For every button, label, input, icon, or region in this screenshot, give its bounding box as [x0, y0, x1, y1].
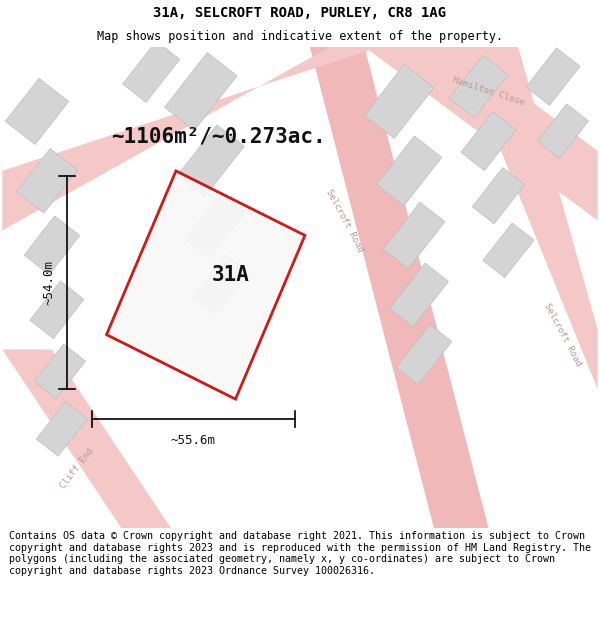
Polygon shape [526, 48, 580, 106]
Text: ~54.0m: ~54.0m [43, 260, 55, 305]
Polygon shape [389, 263, 449, 327]
Polygon shape [164, 52, 237, 131]
Polygon shape [310, 47, 488, 528]
Polygon shape [2, 47, 379, 231]
Polygon shape [177, 125, 244, 197]
Polygon shape [2, 349, 171, 528]
Polygon shape [383, 202, 445, 269]
Polygon shape [396, 324, 452, 384]
Polygon shape [5, 78, 69, 144]
Polygon shape [192, 254, 249, 316]
Polygon shape [461, 112, 516, 171]
Polygon shape [16, 149, 77, 213]
Text: Cliff End: Cliff End [58, 447, 95, 491]
Text: ~55.6m: ~55.6m [171, 434, 216, 447]
Polygon shape [365, 64, 434, 139]
Text: Selcroft Road: Selcroft Road [324, 188, 365, 254]
Polygon shape [483, 223, 534, 278]
Polygon shape [122, 41, 179, 102]
Polygon shape [36, 402, 88, 456]
Polygon shape [107, 171, 305, 399]
Polygon shape [364, 47, 598, 221]
Text: Map shows position and indicative extent of the property.: Map shows position and indicative extent… [97, 30, 503, 43]
Text: Contains OS data © Crown copyright and database right 2021. This information is : Contains OS data © Crown copyright and d… [9, 531, 591, 576]
Text: Selcroft Road: Selcroft Road [542, 302, 583, 368]
Text: ~1106m²/~0.273ac.: ~1106m²/~0.273ac. [112, 126, 326, 146]
Text: Hamilton Close: Hamilton Close [451, 76, 526, 108]
Polygon shape [185, 192, 247, 259]
Polygon shape [449, 55, 508, 118]
Polygon shape [538, 104, 589, 159]
Polygon shape [459, 47, 598, 389]
Polygon shape [34, 344, 85, 399]
Polygon shape [472, 168, 524, 224]
Text: 31A: 31A [212, 265, 250, 285]
Polygon shape [24, 216, 80, 274]
Text: 31A, SELCROFT ROAD, PURLEY, CR8 1AG: 31A, SELCROFT ROAD, PURLEY, CR8 1AG [154, 6, 446, 20]
Polygon shape [377, 136, 442, 206]
Polygon shape [30, 281, 84, 339]
